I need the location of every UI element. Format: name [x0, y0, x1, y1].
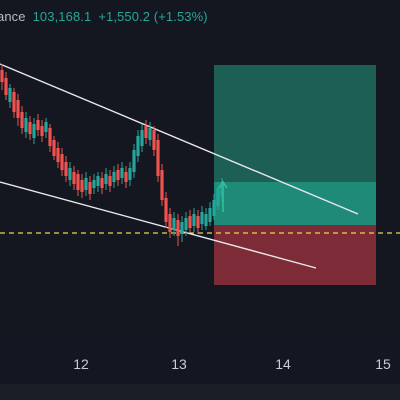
- candle-body[interactable]: [140, 130, 144, 146]
- candle-body[interactable]: [0, 70, 4, 82]
- candle-body[interactable]: [48, 128, 52, 146]
- candle-body[interactable]: [212, 200, 216, 216]
- candle-body[interactable]: [220, 182, 224, 196]
- candle-body[interactable]: [8, 88, 12, 102]
- candle-body[interactable]: [216, 188, 220, 206]
- candle-body[interactable]: [180, 222, 184, 234]
- candle-body[interactable]: [208, 208, 212, 222]
- loss-zone[interactable]: [214, 225, 376, 285]
- price-change: +1,550.2 (+1.53%): [98, 8, 208, 24]
- candle-body[interactable]: [56, 148, 60, 162]
- candle-body[interactable]: [80, 180, 84, 192]
- candle-body[interactable]: [12, 92, 16, 112]
- candle-body[interactable]: [168, 214, 172, 232]
- candle-body[interactable]: [100, 178, 104, 188]
- candle-body[interactable]: [152, 130, 156, 150]
- symbol-header: ance 103,168.1 +1,550.2 (+1.53%): [0, 6, 208, 26]
- time-tick: 14: [275, 356, 291, 372]
- lower-trendline[interactable]: [0, 181, 317, 269]
- candle-body[interactable]: [156, 140, 160, 176]
- candle-body[interactable]: [112, 172, 116, 182]
- candle-body[interactable]: [132, 150, 136, 172]
- candle-body[interactable]: [192, 214, 196, 226]
- profit-zone-lower[interactable]: [214, 182, 376, 225]
- time-tick: 15: [375, 356, 391, 372]
- candle-body[interactable]: [92, 180, 96, 188]
- candle-body[interactable]: [172, 218, 176, 230]
- candle-body[interactable]: [196, 216, 200, 228]
- last-price: 103,168.1: [32, 8, 92, 24]
- candle-body[interactable]: [68, 168, 72, 180]
- profit-zone-upper[interactable]: [214, 65, 376, 182]
- candle-body[interactable]: [124, 172, 128, 182]
- candle-body[interactable]: [28, 122, 32, 134]
- horizontal-scrollbar[interactable]: [0, 384, 400, 400]
- candle-body[interactable]: [32, 124, 36, 138]
- candle-body[interactable]: [116, 170, 120, 180]
- candle-body[interactable]: [148, 128, 152, 140]
- time-tick: 12: [73, 356, 89, 372]
- candle-body[interactable]: [16, 100, 20, 118]
- candle-body[interactable]: [200, 212, 204, 224]
- time-tick: 13: [171, 356, 187, 372]
- candle-body[interactable]: [60, 154, 64, 170]
- candle-body[interactable]: [84, 178, 88, 190]
- candle-body[interactable]: [128, 168, 132, 180]
- candle-body[interactable]: [96, 176, 100, 186]
- candle-body[interactable]: [164, 198, 168, 222]
- candle-body[interactable]: [184, 218, 188, 230]
- candle-body[interactable]: [40, 126, 44, 136]
- candle-body[interactable]: [136, 136, 140, 156]
- candle-body[interactable]: [20, 112, 24, 128]
- candle-body[interactable]: [64, 162, 68, 176]
- candle-body[interactable]: [72, 172, 76, 184]
- arrow-up-icon: [218, 180, 228, 212]
- candle-body[interactable]: [188, 216, 192, 228]
- symbol-name[interactable]: ance: [0, 8, 26, 24]
- price-chart[interactable]: [0, 0, 400, 340]
- candle-body[interactable]: [44, 122, 48, 132]
- candle-body[interactable]: [160, 170, 164, 200]
- candle-body[interactable]: [76, 174, 80, 190]
- candle-body[interactable]: [88, 182, 92, 194]
- candle-body[interactable]: [104, 174, 108, 184]
- candle-body[interactable]: [144, 126, 148, 138]
- candle-body[interactable]: [24, 118, 28, 132]
- candle-body[interactable]: [4, 78, 8, 95]
- candle-body[interactable]: [52, 140, 56, 156]
- candle-body[interactable]: [120, 168, 124, 178]
- candle-body[interactable]: [108, 176, 112, 186]
- upper-trendline[interactable]: [0, 63, 359, 215]
- candle-body[interactable]: [204, 214, 208, 226]
- candle-body[interactable]: [176, 220, 180, 236]
- candle-body[interactable]: [36, 120, 40, 130]
- candlestick-series[interactable]: [0, 64, 224, 246]
